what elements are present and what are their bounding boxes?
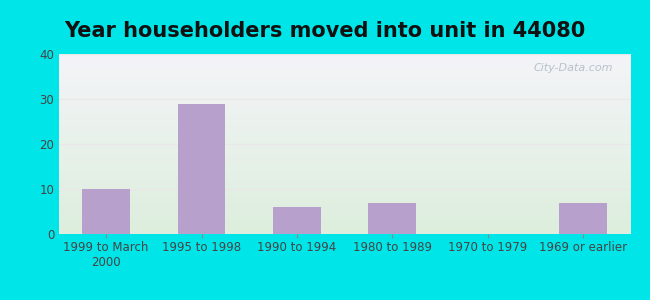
Text: Year householders moved into unit in 44080: Year householders moved into unit in 440… (64, 21, 586, 41)
Bar (559, 202, 606, 234)
Bar (83, 189, 130, 234)
Bar (369, 202, 416, 234)
Bar (273, 207, 320, 234)
Text: City-Data.com: City-Data.com (534, 63, 614, 73)
Bar (177, 103, 226, 234)
